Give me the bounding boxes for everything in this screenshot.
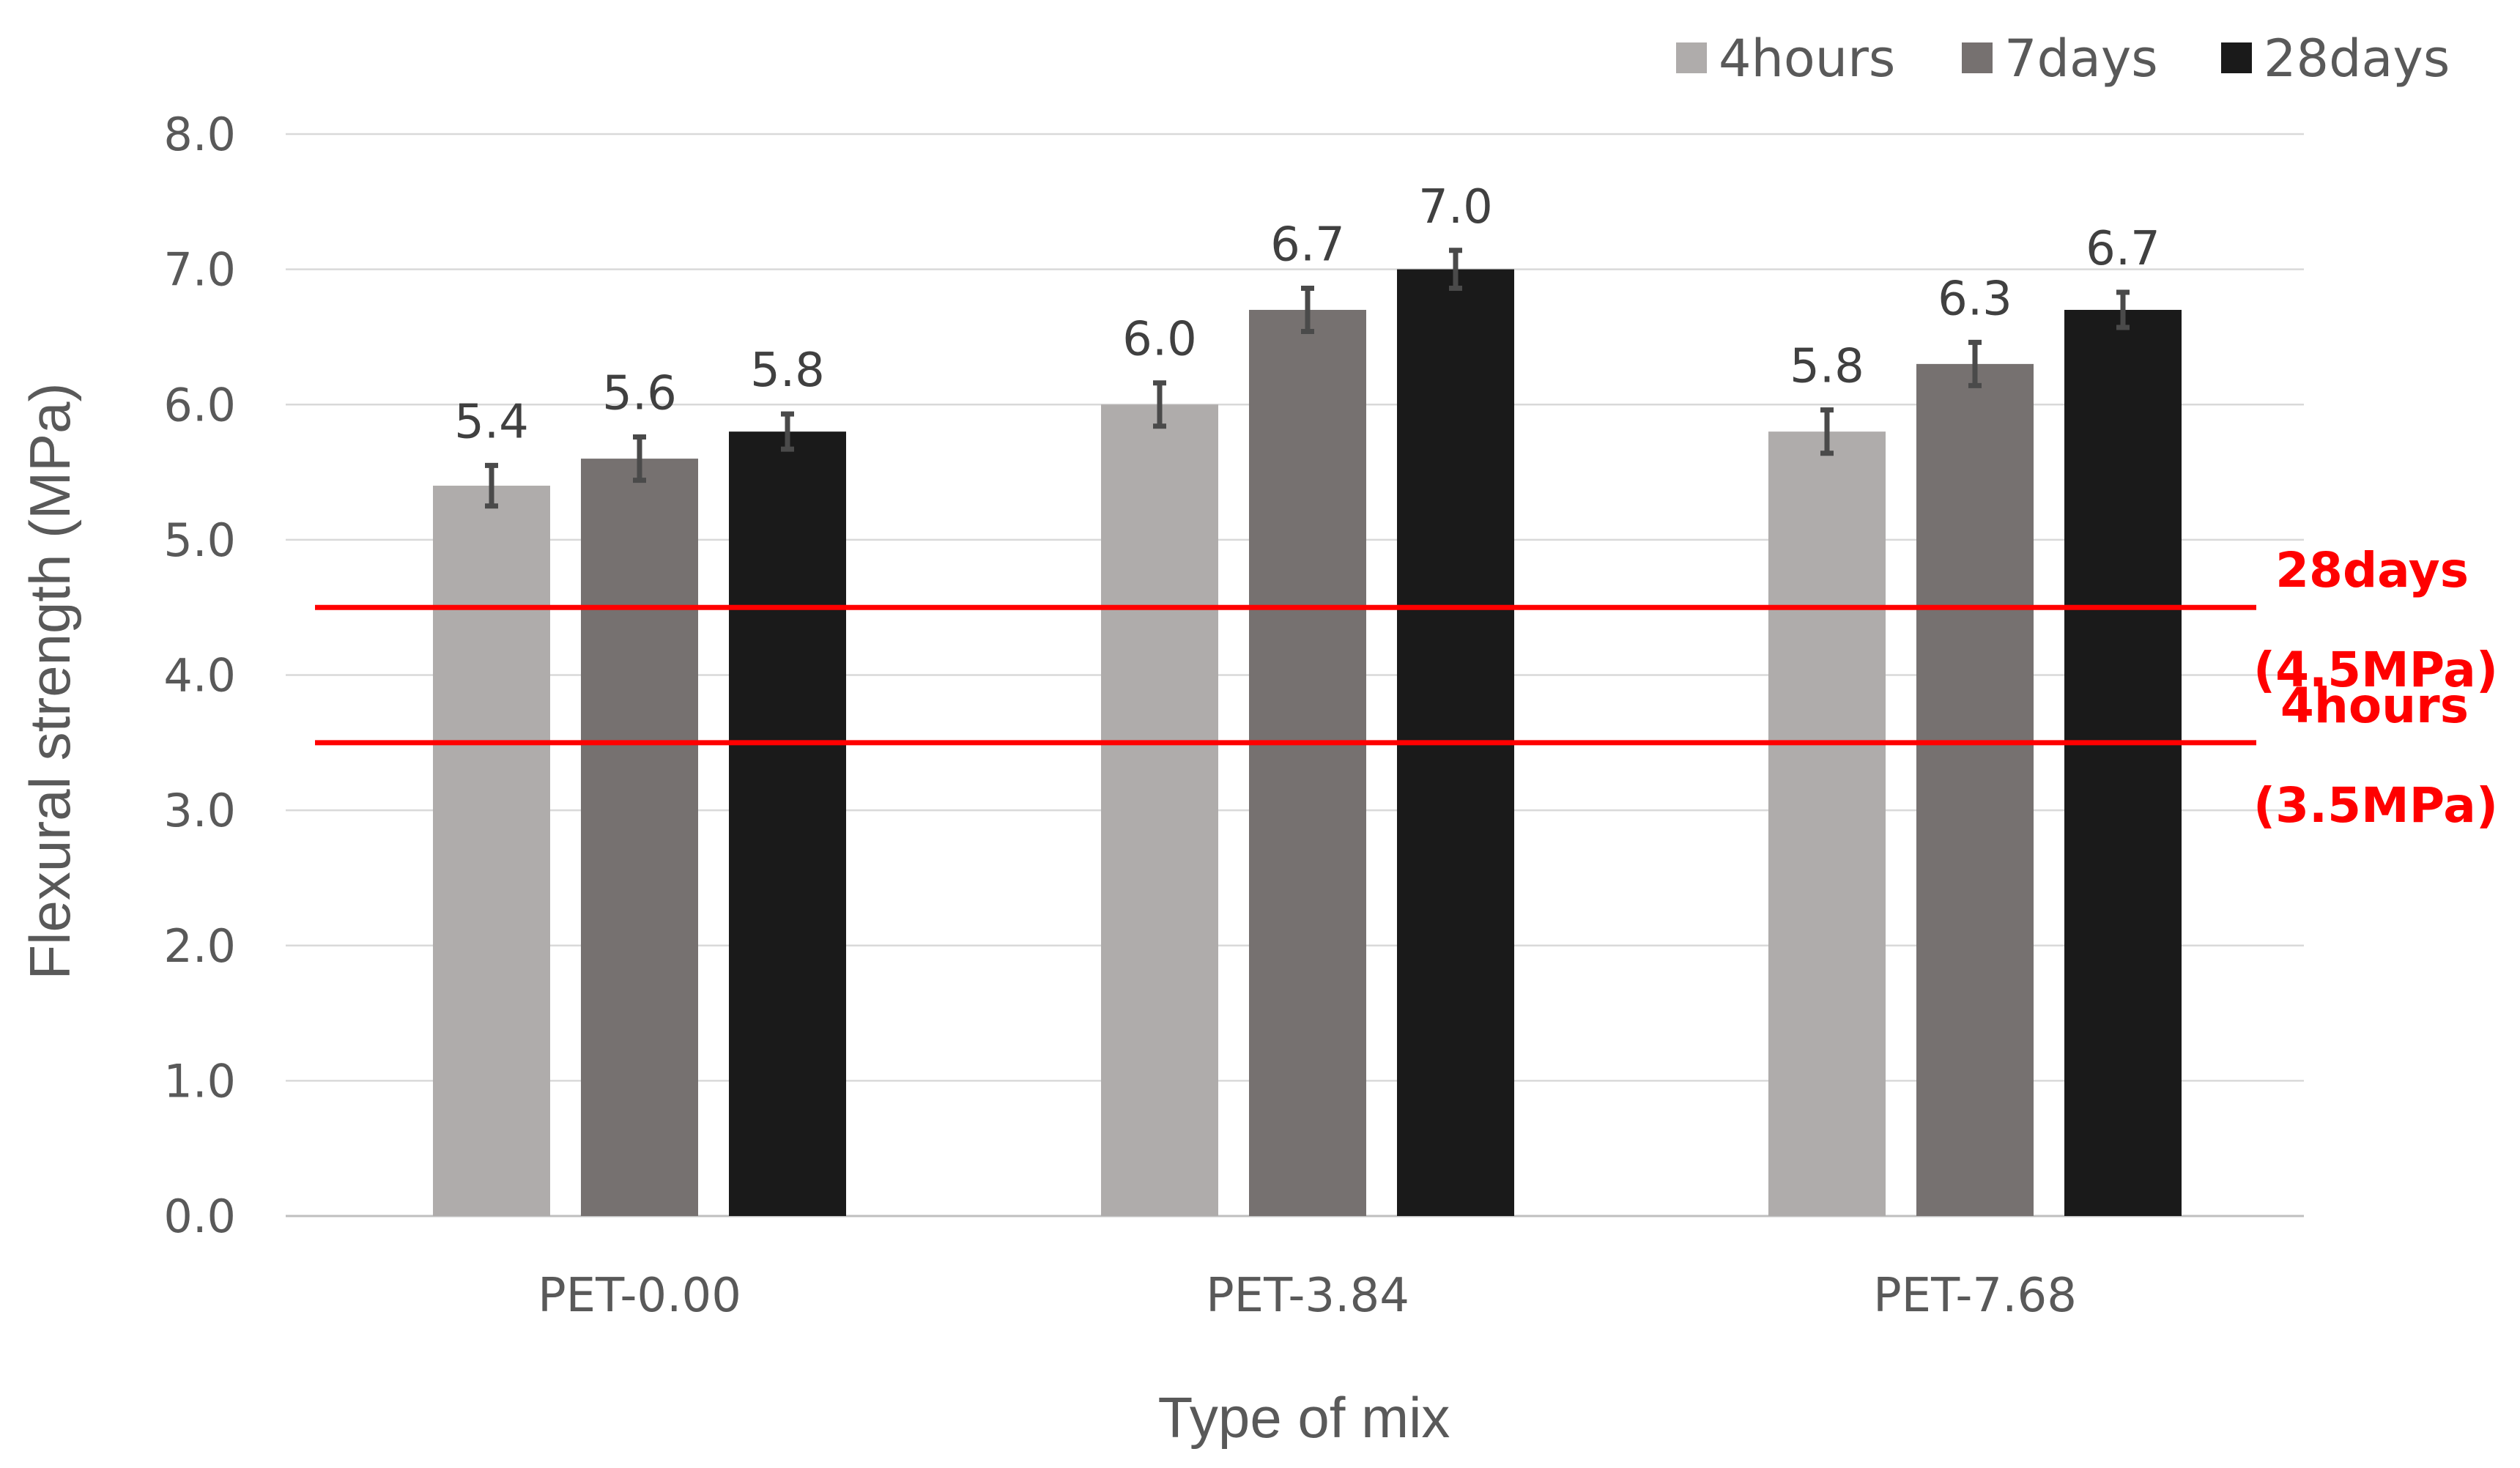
legend-item-4hours: 4hours [1676,29,1895,89]
reference-label-value: (4.5MPa) [2253,642,2498,698]
y-tick-label: 8.0 [163,108,236,161]
reference-label-value: (3.5MPa) [2253,777,2498,834]
error-bar [1449,248,1462,291]
bar-4hours-PET-3.84 [1101,404,1218,1216]
y-axis-ticks: 0.0 1.0 2.0 3.0 4.0 5.0 6.0 7.0 8.0 [163,108,236,1243]
legend-swatch [1962,42,1993,73]
legend-item-7days: 7days [1962,29,2158,89]
data-labels: 5.4 5.6 5.8 6.0 6.7 7.0 5.8 6.3 6.7 [454,180,2160,450]
legend-label: 28days [2264,29,2450,89]
reference-lines: 28days (4.5MPa)4hours (3.5MPa) [315,542,2498,834]
data-label: 5.4 [454,395,529,449]
x-axis-categories: PET-0.00 PET-3.84 PET-7.68 [538,1269,2077,1323]
data-label: 5.8 [1790,340,1864,394]
bar-28days-PET-0.00 [729,431,846,1216]
y-tick-label: 7.0 [163,243,236,297]
y-tick-label: 1.0 [163,1054,236,1108]
bar-28days-PET-7.68 [2064,310,2182,1217]
data-label: 6.7 [1270,218,1345,272]
error-bar [781,411,794,452]
y-tick-label: 6.0 [163,378,236,431]
y-tick-label: 5.0 [163,514,236,567]
bar-7days-PET-3.84 [1249,310,1366,1217]
error-bar [633,434,646,483]
x-category-label: PET-0.00 [538,1269,741,1323]
y-tick-label: 4.0 [163,649,236,703]
reference-line-3.5: 4hours (3.5MPa) [315,678,2498,834]
error-bar [1153,380,1166,429]
bar-7days-PET-0.00 [581,459,698,1216]
legend-label: 4hours [1719,29,1895,89]
x-category-label: PET-7.68 [1873,1269,2077,1323]
bar-4hours-PET-7.68 [1768,431,1886,1216]
legend-swatch [2221,42,2252,73]
error-bar [485,462,498,509]
legend-item-28days: 28days [2221,29,2450,89]
y-axis-title: Flexural strength (MPa) [18,383,82,980]
data-label: 7.0 [1418,180,1493,234]
legend: 4hours 7days 28days [1676,29,2450,89]
bar-7days-PET-7.68 [1916,363,2034,1216]
data-label: 6.7 [2086,222,2160,276]
legend-label: 7days [2004,29,2158,89]
y-tick-label: 3.0 [163,784,236,837]
error-bar [1301,285,1314,335]
data-label: 5.8 [750,344,825,398]
error-bar [2116,289,2130,330]
legend-swatch [1676,42,1707,73]
bar-4hours-PET-0.00 [433,486,550,1216]
data-label: 6.0 [1122,313,1197,367]
reference-label: 4hours [2280,678,2469,734]
x-category-label: PET-3.84 [1206,1269,1409,1323]
y-tick-label: 2.0 [163,919,236,973]
reference-label: 28days [2275,542,2469,598]
error-bar [1968,339,1982,388]
reference-line-4.5: 28days (4.5MPa) [315,542,2498,698]
error-bar [1820,407,1834,456]
data-label: 5.6 [602,367,677,421]
y-tick-label: 0.0 [163,1190,236,1243]
data-label: 6.3 [1938,272,2012,326]
error-bars [485,248,2130,509]
x-axis-title: Type of mix [1158,1385,1450,1450]
